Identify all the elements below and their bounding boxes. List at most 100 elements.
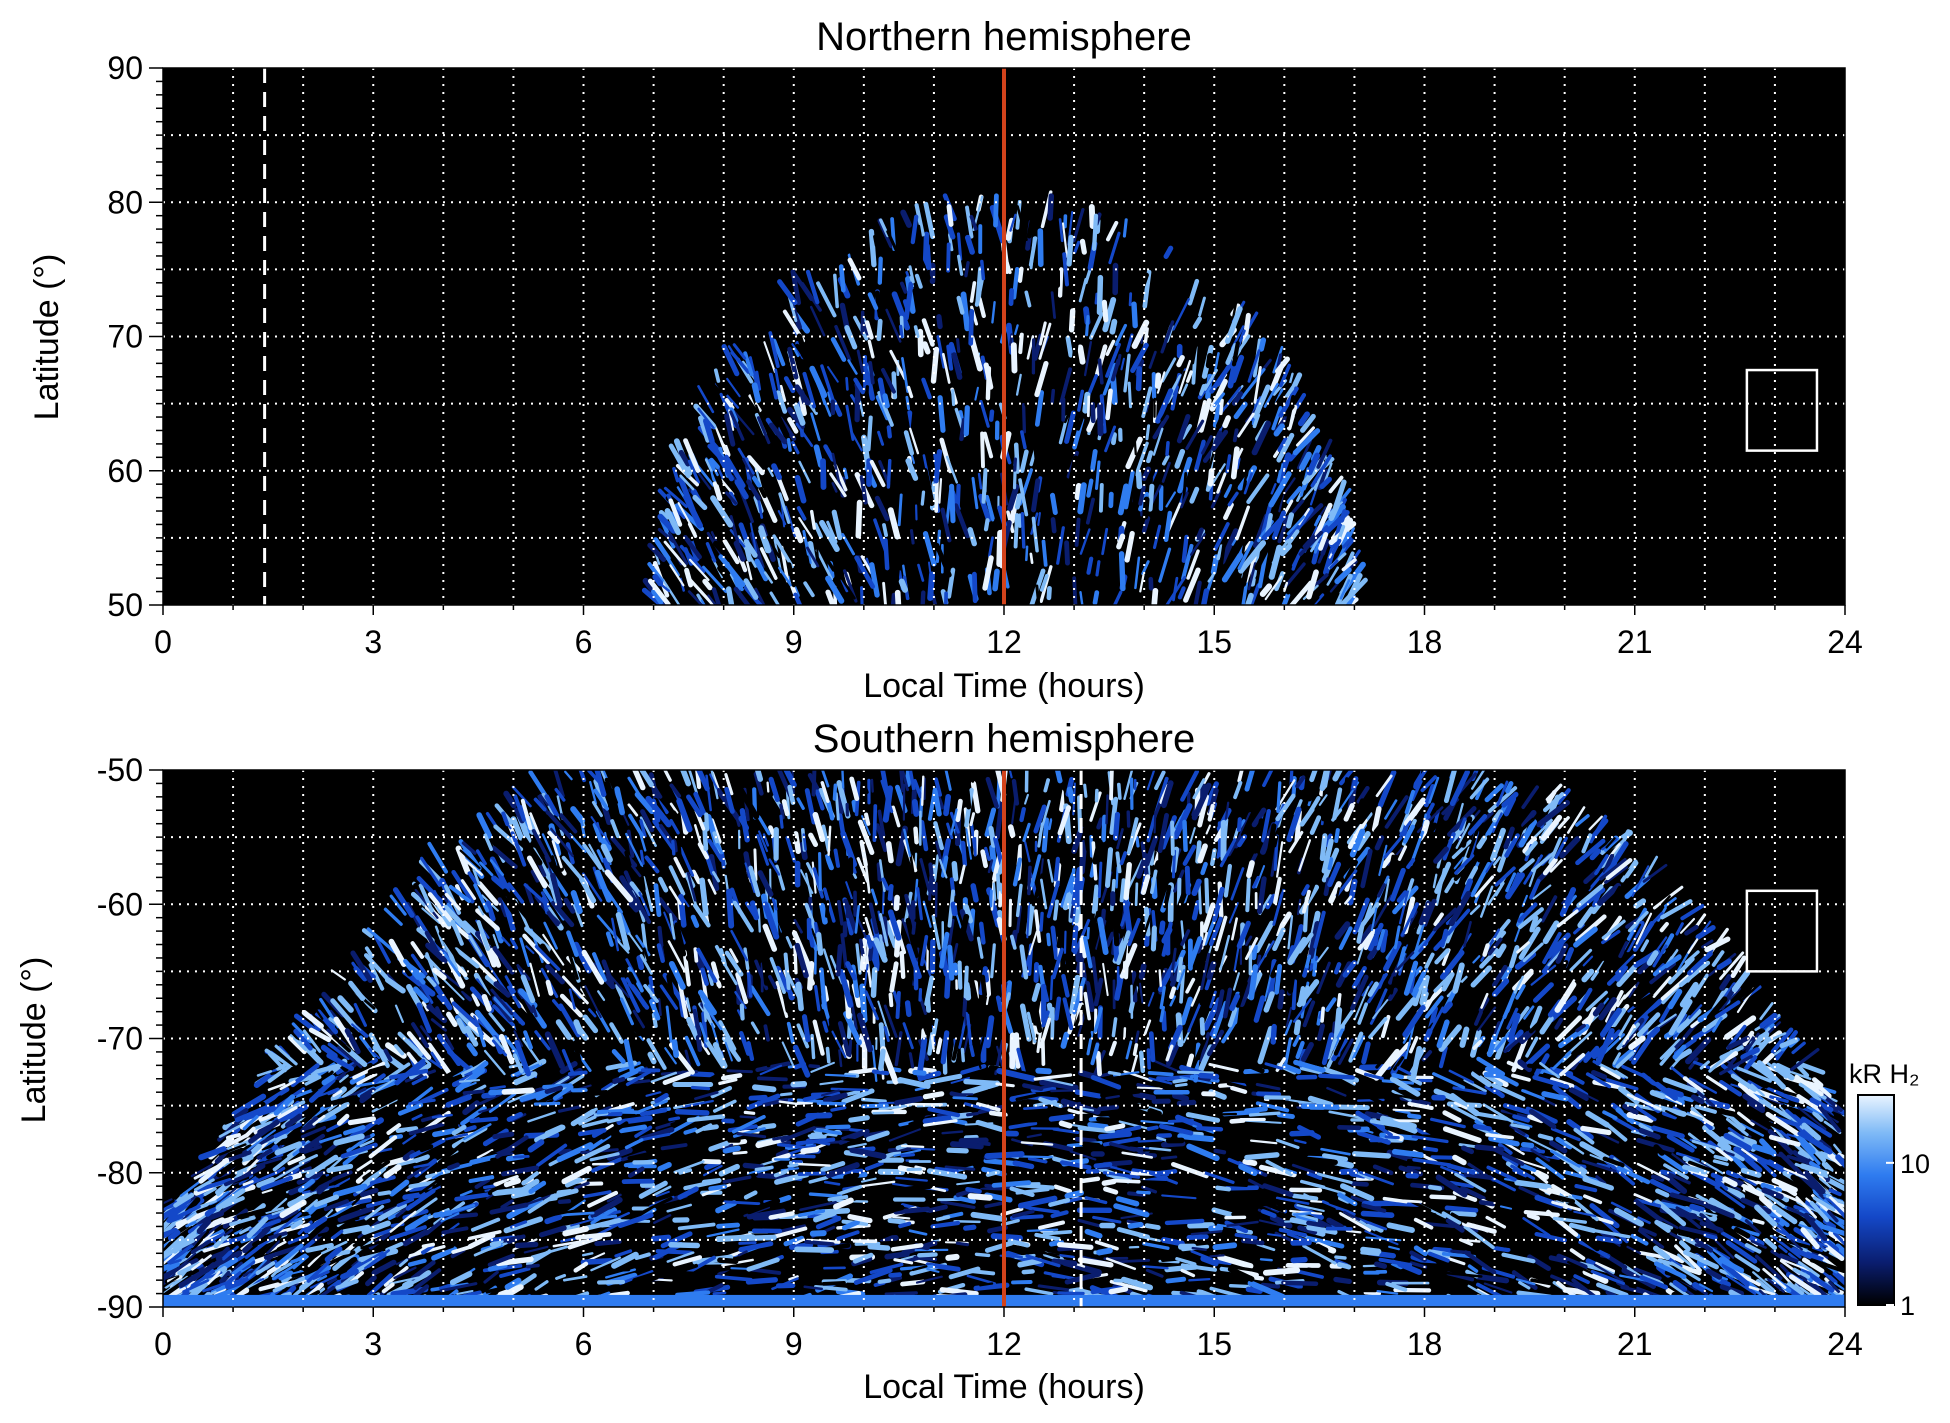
emission-streak (974, 386, 979, 401)
emission-streak (775, 980, 789, 1019)
emission-streak (1302, 1244, 1337, 1265)
emission-streak (1109, 796, 1119, 835)
emission-streak (1611, 1007, 1627, 1028)
emission-streak (321, 1074, 336, 1086)
emission-streak (963, 965, 969, 999)
emission-streak (1169, 947, 1177, 982)
emission-streak (696, 770, 710, 792)
emission-streak (1333, 1104, 1370, 1111)
emission-streak (1104, 847, 1114, 888)
emission-streak (1231, 917, 1238, 941)
emission-streak (1101, 299, 1109, 323)
emission-streak (1514, 1179, 1552, 1190)
emission-streak (1573, 1274, 1590, 1285)
emission-streak (1105, 931, 1115, 948)
emission-streak (287, 1104, 309, 1120)
emission-streak (762, 806, 773, 827)
emission-streak (804, 872, 813, 898)
emission-streak (1489, 1176, 1516, 1192)
emission-streak (1309, 815, 1322, 835)
emission-streak (1020, 430, 1027, 450)
emission-streak (868, 902, 879, 934)
emission-streak (233, 1108, 249, 1120)
emission-streak (1041, 817, 1050, 853)
emission-streak (975, 902, 980, 915)
emission-streak (694, 1091, 719, 1101)
emission-streak (936, 796, 945, 810)
emission-streak (1016, 1047, 1027, 1075)
emission-streak (1380, 1014, 1391, 1039)
emission-streak (979, 1282, 994, 1287)
emission-streak (1607, 1124, 1628, 1142)
emission-streak (1190, 1131, 1204, 1137)
emission-streak (709, 457, 720, 470)
emission-streak (1662, 1077, 1698, 1094)
emission-streak (712, 480, 723, 501)
emission-streak (1334, 567, 1352, 585)
emission-streak (1659, 1038, 1681, 1060)
emission-streak (1178, 359, 1192, 394)
emission-streak (1152, 1059, 1181, 1073)
emission-streak (1108, 1040, 1117, 1057)
emission-streak (446, 1162, 460, 1171)
emission-streak (1098, 1131, 1133, 1140)
emission-streak (293, 1013, 317, 1033)
emission-streak (1575, 814, 1590, 827)
emission-streak (914, 203, 925, 237)
emission-streak (1518, 858, 1535, 873)
emission-streak (1510, 1123, 1530, 1130)
emission-streak (1112, 590, 1123, 605)
emission-streak (1197, 884, 1202, 915)
emission-streak (779, 384, 787, 402)
emission-streak (768, 858, 781, 876)
emission-streak (491, 1039, 508, 1057)
emission-streak (1591, 1070, 1608, 1080)
emission-streak (1306, 1224, 1338, 1235)
y-tick-label: 90 (107, 50, 143, 86)
emission-streak (983, 518, 990, 532)
emission-streak (591, 800, 603, 818)
emission-streak (1160, 320, 1175, 354)
emission-streak (1270, 483, 1277, 495)
emission-streak (1200, 861, 1208, 876)
emission-streak (521, 1171, 540, 1186)
emission-streak (679, 474, 695, 491)
emission-streak (1462, 1238, 1481, 1243)
emission-streak (1146, 1125, 1159, 1131)
emission-streak (1263, 991, 1275, 1013)
emission-streak (884, 1291, 918, 1296)
emission-streak (903, 430, 915, 456)
emission-streak (1227, 1007, 1238, 1028)
emission-streak (1216, 544, 1224, 561)
emission-streak (841, 770, 845, 789)
emission-streak (1231, 301, 1238, 320)
emission-streak (1139, 573, 1145, 593)
emission-streak (1618, 941, 1629, 959)
emission-streak (647, 562, 664, 583)
emission-streak (822, 948, 835, 980)
emission-streak (1501, 1252, 1536, 1264)
emission-streak (1091, 213, 1099, 251)
emission-streak (675, 1290, 711, 1297)
emission-streak (1102, 1171, 1141, 1179)
emission-streak (1186, 1234, 1209, 1240)
emission-streak (303, 1145, 323, 1154)
emission-streak (1097, 358, 1104, 385)
emission-streak (821, 770, 830, 788)
emission-streak (531, 1004, 538, 1018)
emission-streak (759, 547, 778, 580)
emission-streak (593, 788, 610, 811)
emission-streak (1181, 543, 1194, 581)
emission-streak (1180, 491, 1189, 509)
emission-streak (1165, 1043, 1180, 1067)
emission-streak (966, 1112, 979, 1117)
emission-streak (1224, 306, 1243, 344)
emission-streak (1409, 1036, 1419, 1054)
emission-streak (1516, 1198, 1535, 1209)
emission-streak (1375, 988, 1388, 1013)
emission-streak (909, 427, 920, 455)
emission-streak (1187, 1222, 1215, 1229)
emission-streak (1677, 1232, 1690, 1238)
emission-streak (1072, 576, 1078, 605)
emission-streak (1547, 1155, 1582, 1176)
